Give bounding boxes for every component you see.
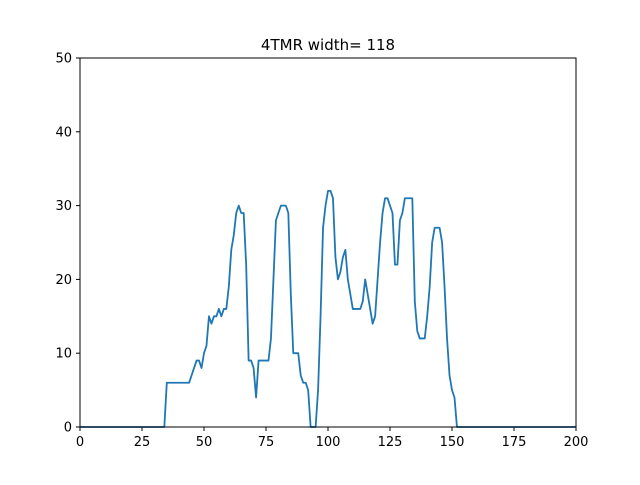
y-tick-label: 50 <box>55 52 72 67</box>
x-tick-label: 200 <box>564 435 589 450</box>
x-tick-label: 25 <box>134 435 151 450</box>
y-tick-label: 30 <box>55 199 72 214</box>
chart-title: 4TMR width= 118 <box>261 36 395 54</box>
x-tick-label: 0 <box>76 435 84 450</box>
y-tick-label: 20 <box>55 273 72 288</box>
x-tick-label: 75 <box>258 435 275 450</box>
y-tick-label: 40 <box>55 125 72 140</box>
series-line-0 <box>80 189 576 428</box>
y-tick-label: 0 <box>64 421 72 436</box>
y-axis-ticks: 0 10 20 30 40 50 <box>55 52 80 436</box>
x-tick-label: 175 <box>502 435 527 450</box>
series-layer <box>80 189 576 428</box>
x-tick-label: 50 <box>196 435 213 450</box>
x-tick-label: 125 <box>378 435 403 450</box>
x-axis-ticks: 0 25 50 75 100 125 150 175 200 <box>76 427 589 450</box>
plot-frame <box>79 57 577 428</box>
y-tick-label: 10 <box>55 347 72 362</box>
x-tick-label: 100 <box>316 435 341 450</box>
x-tick-label: 150 <box>440 435 465 450</box>
